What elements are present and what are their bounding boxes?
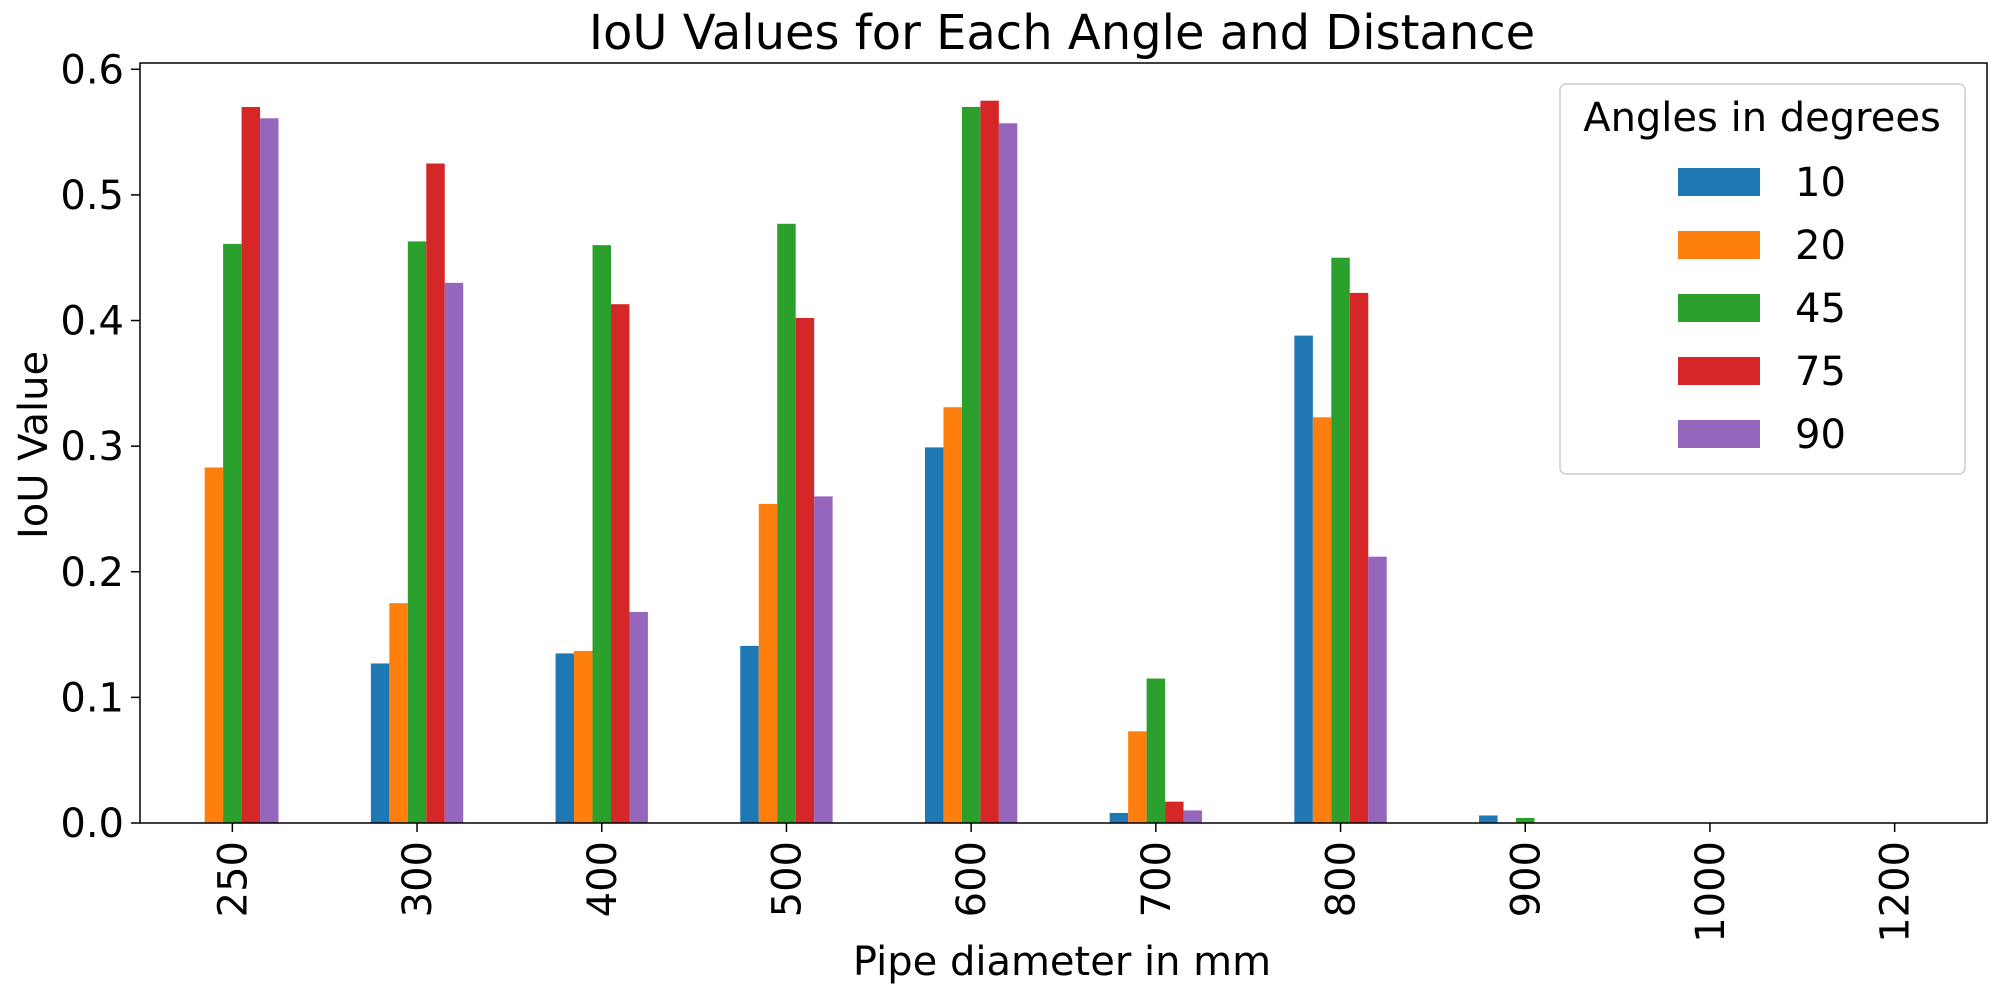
bar-75-250 [241,106,261,824]
bar-10-900 [1479,815,1498,823]
bar-90-700 [1183,810,1203,823]
bar-45-800 [1331,257,1350,823]
legend-label-45: 45 [1795,286,1846,332]
legend: Angles in degrees 10 20 45 75 90 [1559,83,1966,475]
x-tick-label: 600 [949,841,995,917]
bar-20-800 [1312,417,1332,823]
bar-75-800 [1349,292,1369,824]
x-tick-label: 300 [395,841,441,917]
bar-90-250 [260,118,279,824]
x-axis-label: Pipe diameter in mm [853,939,1271,985]
x-tick-label: 500 [764,841,810,917]
bar-45-600 [961,106,981,824]
bar-90-500 [814,496,833,823]
plot-frame [139,62,1988,824]
y-axis-label: IoU Value [11,351,57,539]
bar-10-700 [1109,812,1129,823]
bar-45-700 [1146,678,1166,823]
x-tick-label: 700 [1134,841,1180,917]
y-tick-label: 0.0 [60,801,124,847]
x-tick-label: 800 [1319,841,1365,917]
y-tick-label: 0.1 [60,675,124,721]
x-axis: 250 300 400 500 600 700 800 900 1000 1200 [210,823,1919,943]
legend-swatch-45 [1678,294,1760,322]
bar-45-900 [1516,817,1535,823]
legend-swatch-90 [1678,420,1760,448]
bar-90-800 [1368,556,1387,823]
x-tick-label: 400 [580,841,626,917]
x-tick-label: 900 [1503,841,1549,917]
bar-10-400 [555,653,575,823]
bar-10-300 [370,663,390,823]
legend-swatch-10 [1678,168,1760,196]
y-tick-label: 0.2 [60,550,124,596]
bar-45-250 [223,243,242,823]
bar-75-700 [1165,801,1184,823]
bar-90-600 [998,123,1018,823]
legend-label-20: 20 [1795,223,1846,269]
y-axis: 0.0 0.1 0.2 0.3 0.4 0.5 0.6 [60,47,140,847]
bar-20-500 [758,503,778,823]
bar-90-300 [444,282,464,823]
bars-layer [204,100,1535,824]
bar-20-250 [204,467,224,823]
x-tick-label: 1200 [1873,841,1919,943]
legend-items: 10 20 45 75 90 [1678,160,1846,458]
legend-box [1559,83,1966,475]
legend-swatch-20 [1678,231,1760,259]
bar-20-300 [389,603,408,823]
bar-45-400 [592,245,611,824]
bar-75-400 [610,304,630,824]
bar-10-600 [924,447,944,823]
bar-10-800 [1294,335,1313,823]
legend-label-90: 90 [1795,412,1846,458]
x-tick-label: 1000 [1688,841,1734,943]
legend-title: Angles in degrees [1583,95,1941,141]
bar-45-500 [777,223,796,823]
x-tick-label: 250 [210,841,256,917]
y-tick-label: 0.6 [60,47,124,93]
y-tick-label: 0.3 [60,424,124,470]
bar-75-500 [795,318,815,823]
bar-75-600 [980,100,999,823]
bar-75-300 [426,163,445,824]
bar-20-400 [574,650,593,823]
chart-title: IoU Values for Each Angle and Distance [589,5,1535,61]
y-tick-label: 0.4 [60,299,124,345]
bar-10-500 [740,645,759,823]
bar-90-400 [629,611,648,823]
bar-45-300 [407,241,427,823]
bar-20-600 [943,407,962,823]
legend-label-75: 75 [1795,349,1846,395]
legend-swatch-75 [1678,357,1760,385]
y-tick-label: 0.5 [60,173,124,219]
bar-20-700 [1128,731,1147,823]
legend-label-10: 10 [1795,160,1846,206]
